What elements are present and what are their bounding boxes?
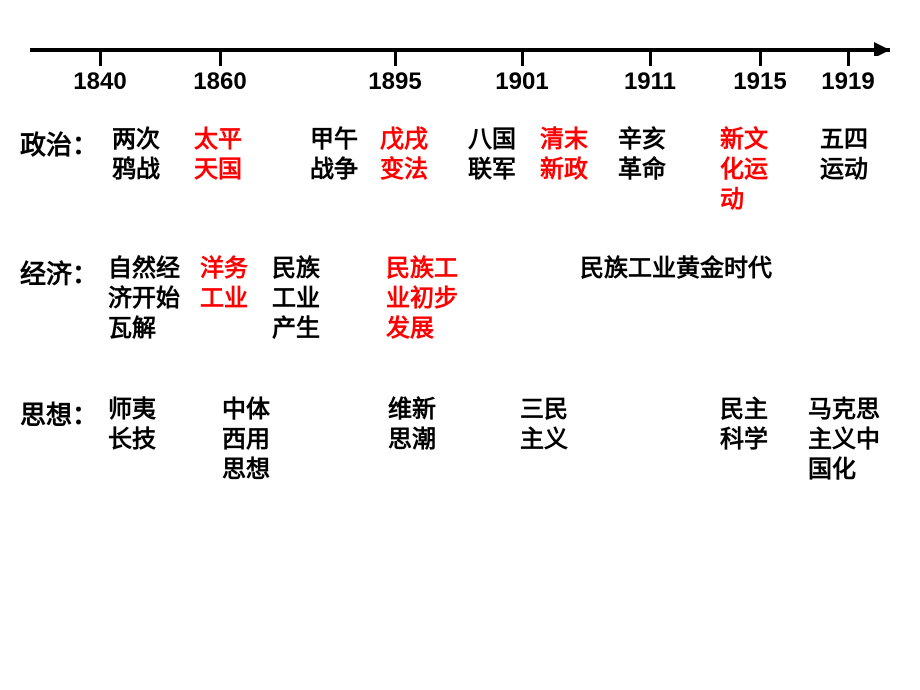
event-thought: 维新 思潮 (388, 395, 436, 455)
event-thought: 中体 西用 思想 (222, 395, 270, 485)
event-economy: 民族工业黄金时代 (580, 254, 772, 284)
event-politics: 甲午 战争 (310, 125, 358, 185)
event-economy: 自然经 济开始 瓦解 (108, 254, 180, 344)
row-label-economy: 经济： (20, 254, 98, 291)
axis-tick (394, 50, 397, 66)
event-economy: 民族 工业 产生 (272, 254, 320, 344)
row-label-thought: 思想： (20, 395, 98, 432)
event-politics: 辛亥 革命 (618, 125, 666, 185)
timeline-ticks: 1840 1860 1895 1901 1911 1915 1919 (0, 40, 920, 100)
event-politics: 两次 鸦战 (112, 125, 160, 185)
axis-tick (847, 50, 850, 66)
axis-tick-label: 1915 (733, 68, 786, 96)
event-politics: 五四 运动 (820, 125, 868, 185)
axis-tick (521, 50, 524, 66)
axis-tick (649, 50, 652, 66)
event-politics: 八国 联军 (468, 125, 516, 185)
axis-tick (219, 50, 222, 66)
axis-tick-label: 1901 (495, 68, 548, 96)
event-thought: 民主 科学 (720, 395, 768, 455)
axis-tick-label: 1860 (193, 68, 246, 96)
axis-tick (99, 50, 102, 66)
axis-tick (759, 50, 762, 66)
event-politics: 太平 天国 (194, 125, 242, 185)
event-politics: 戊戌 变法 (380, 125, 428, 185)
event-thought: 马克思 主义中 国化 (808, 395, 880, 485)
event-economy: 民族工 业初步 发展 (386, 254, 458, 344)
axis-tick-label: 1911 (624, 68, 676, 96)
event-politics: 新文 化运 动 (720, 125, 768, 215)
event-economy: 洋务 工业 (200, 254, 248, 314)
axis-tick-label: 1840 (73, 68, 126, 96)
event-politics: 清末 新政 (540, 125, 588, 185)
axis-tick-label: 1919 (821, 68, 874, 96)
event-thought: 师夷 长技 (108, 395, 156, 455)
event-thought: 三民 主义 (520, 395, 568, 455)
axis-tick-label: 1895 (368, 68, 421, 96)
row-label-politics: 政治： (20, 125, 98, 162)
